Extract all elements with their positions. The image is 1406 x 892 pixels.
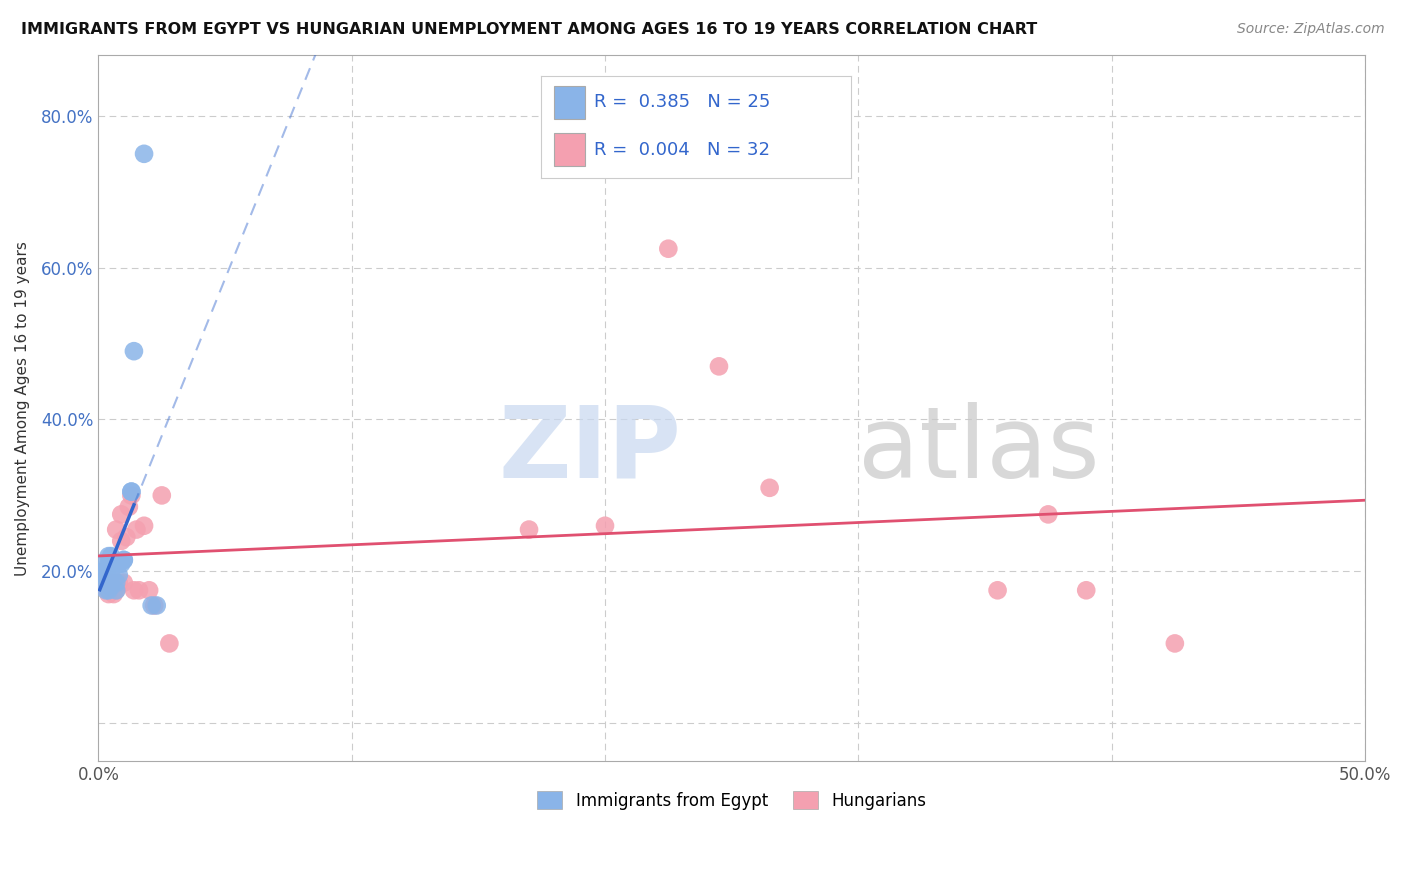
Y-axis label: Unemployment Among Ages 16 to 19 years: Unemployment Among Ages 16 to 19 years (15, 241, 30, 575)
Point (105, 575, 128, 590)
Point (122, 583, 145, 598)
Point (115, 530, 138, 544)
Point (138, 583, 160, 598)
Point (100, 580, 122, 594)
Legend: Immigrants from Egypt, Hungarians: Immigrants from Egypt, Hungarians (530, 785, 932, 816)
Point (110, 533, 132, 548)
Point (93, 572, 115, 586)
Point (157, 636, 180, 650)
Point (110, 557, 132, 571)
Point (112, 553, 135, 567)
Point (132, 518, 155, 533)
Point (141, 599, 163, 613)
Point (94, 568, 117, 582)
Point (107, 575, 129, 590)
Point (143, 599, 166, 613)
Point (90, 572, 112, 586)
Point (150, 488, 173, 502)
Point (593, 518, 616, 533)
Point (122, 344, 145, 359)
Point (105, 583, 128, 598)
Text: R =  0.004   N = 32: R = 0.004 N = 32 (593, 141, 770, 159)
Point (103, 557, 125, 571)
Text: ZIP: ZIP (498, 402, 681, 499)
Point (112, 575, 135, 590)
Point (758, 481, 780, 495)
Point (93, 564, 115, 578)
Point (125, 523, 148, 537)
Point (94, 575, 117, 590)
Point (118, 500, 141, 514)
Text: atlas: atlas (858, 402, 1099, 499)
Text: Source: ZipAtlas.com: Source: ZipAtlas.com (1237, 22, 1385, 37)
FancyBboxPatch shape (554, 133, 585, 166)
Point (97, 549, 120, 563)
Point (100, 549, 122, 563)
Point (145, 599, 167, 613)
Point (128, 583, 150, 598)
FancyBboxPatch shape (554, 87, 585, 119)
Point (105, 523, 128, 537)
Point (103, 587, 125, 601)
Point (90, 557, 112, 571)
Point (987, 583, 1010, 598)
Point (517, 523, 540, 537)
Point (657, 242, 679, 256)
Point (120, 488, 142, 502)
Point (100, 568, 122, 582)
Point (97, 583, 120, 598)
Point (132, 146, 155, 161)
Point (97, 557, 120, 571)
Point (90, 568, 112, 582)
Point (97, 587, 120, 601)
Point (120, 484, 142, 499)
Point (105, 583, 128, 598)
Text: R =  0.385   N = 25: R = 0.385 N = 25 (593, 94, 770, 112)
Point (1164, 636, 1187, 650)
Point (1076, 583, 1098, 598)
Point (707, 359, 730, 374)
Point (1038, 508, 1060, 522)
Point (112, 553, 135, 567)
Text: IMMIGRANTS FROM EGYPT VS HUNGARIAN UNEMPLOYMENT AMONG AGES 16 TO 19 YEARS CORREL: IMMIGRANTS FROM EGYPT VS HUNGARIAN UNEMP… (21, 22, 1038, 37)
Point (94, 583, 117, 598)
Point (110, 508, 132, 522)
Point (93, 580, 115, 594)
Point (120, 484, 142, 499)
Point (107, 568, 129, 582)
Point (100, 575, 122, 590)
